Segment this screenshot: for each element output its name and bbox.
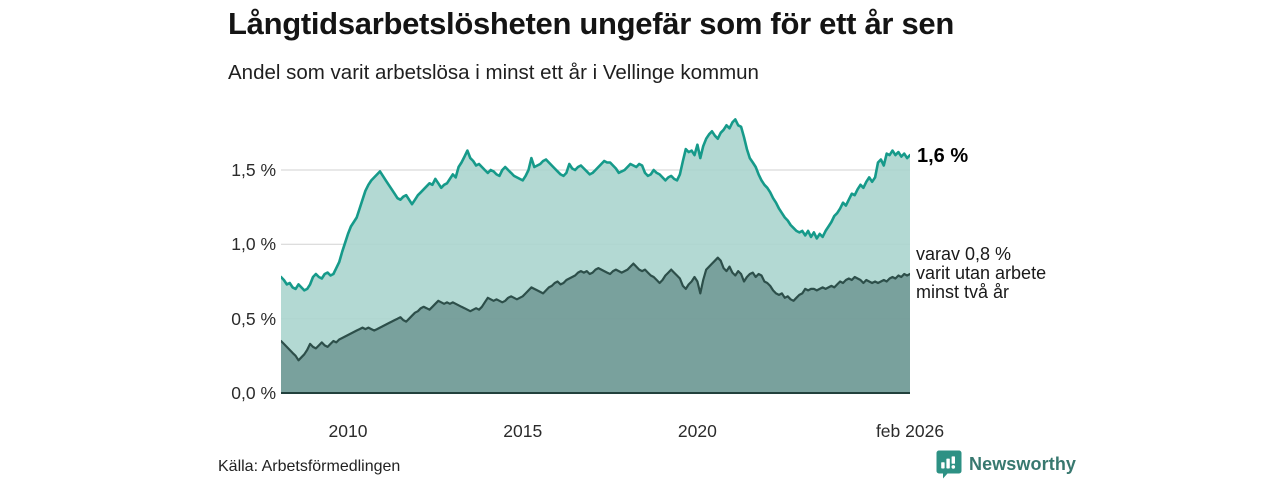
y-axis-tick-label: 0,5 % [231, 308, 276, 329]
y-axis-tick-label: 0,0 % [231, 383, 276, 403]
chart-subtitle: Andel som varit arbetslösa i minst ett å… [228, 61, 759, 84]
latest-value-label: 1,6 % [917, 145, 969, 167]
annotation-line-3: minst två år [916, 282, 1010, 303]
x-axis-tick-label: feb 2026 [875, 421, 945, 441]
secondary-series-annotation: varav 0,8 % varit utan arbete minst två … [916, 244, 1047, 303]
x-axis-tick-label: 2020 [677, 421, 717, 441]
x-axis-tick-label: 2010 [328, 421, 368, 441]
annotation-line-2: varit utan arbete [916, 263, 1047, 284]
page-title: Långtidsarbetslösheten ungefär som för e… [228, 6, 955, 41]
newsworthy-logo-icon [936, 450, 962, 479]
source-attribution: Källa: Arbetsförmedlingen [218, 458, 401, 475]
annotation-line-1: varav 0,8 % [916, 244, 1012, 264]
x-axis-tick-label: 2015 [503, 421, 543, 441]
brand-wordmark: Newsworthy [969, 453, 1077, 474]
area-chart [281, 118, 910, 394]
y-axis-tick-label: 1,0 % [231, 234, 276, 255]
brand-logo: Newsworthy [936, 449, 1076, 479]
y-axis-tick-label: 1,5 % [231, 159, 276, 180]
